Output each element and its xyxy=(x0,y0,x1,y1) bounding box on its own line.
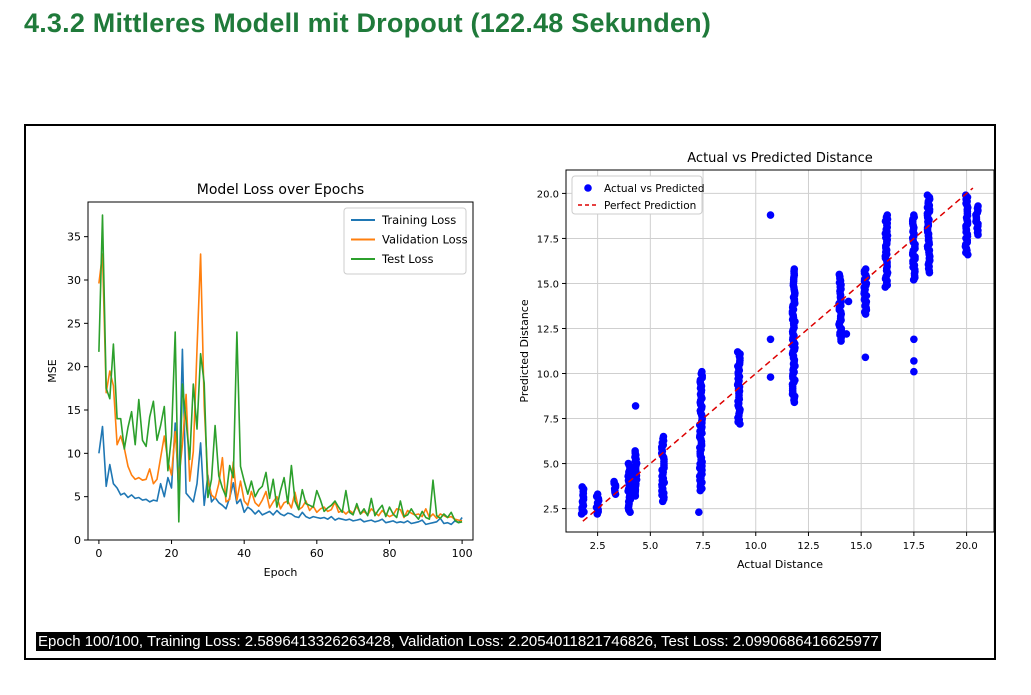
scatter-point xyxy=(790,265,799,273)
scatter-point xyxy=(631,402,640,410)
scatter-point xyxy=(631,447,639,455)
legend-box xyxy=(343,207,467,275)
scatter-point xyxy=(861,353,870,362)
y-tick-label: 15.0 xyxy=(537,279,559,290)
x-tick-label: 40 xyxy=(237,547,251,560)
x-tick-label: 7.5 xyxy=(695,541,711,552)
scatter-point xyxy=(910,357,918,365)
loss-chart: 0 20 40 60 80 100 0 5 10 15 20 25 30 35 Model Loss ove… xyxy=(46,182,474,579)
scatter-point xyxy=(910,211,918,219)
y-tick-label: 10.0 xyxy=(537,370,559,381)
x-tick-label: 60 xyxy=(310,547,324,560)
scatter-point xyxy=(578,483,587,491)
scatter-point xyxy=(610,477,618,486)
y-tick-label: 12.5 xyxy=(537,324,559,335)
plot-area-border xyxy=(87,201,474,541)
y-tick-label: 0 xyxy=(74,534,81,547)
scatter-point xyxy=(659,432,668,441)
scatter-point xyxy=(961,191,970,200)
legend-box xyxy=(571,175,703,215)
y-tick-label: 15 xyxy=(67,404,81,417)
y-tick-label: 17.5 xyxy=(537,234,559,245)
legend-label: Test Loss xyxy=(381,252,434,266)
scatter-point xyxy=(842,330,851,338)
y-tick-label: 10 xyxy=(67,447,81,460)
scatter-point xyxy=(766,211,775,219)
y-tick-label: 7.5 xyxy=(543,415,559,426)
scatter-point xyxy=(910,367,918,376)
scatter-point xyxy=(624,459,633,468)
perfect-prediction-line xyxy=(582,187,974,522)
scatter-point xyxy=(593,490,602,498)
x-tick-label: 2.5 xyxy=(590,541,606,552)
scatter-point xyxy=(835,270,844,279)
x-tick-label: 5.0 xyxy=(642,541,658,552)
scatter-point xyxy=(766,373,775,381)
legend-label: Perfect Prediction xyxy=(604,200,696,212)
series-line-validation-loss xyxy=(98,253,463,522)
y-tick-label: 20.0 xyxy=(537,189,559,200)
y-tick-label: 5.0 xyxy=(543,460,559,471)
y-tick-label: 2.5 xyxy=(543,505,559,516)
y-tick-label: 25 xyxy=(67,317,81,330)
y-tick-label: 35 xyxy=(67,231,81,244)
legend-label: Validation Loss xyxy=(382,233,468,247)
scatter-point xyxy=(698,367,706,376)
scatter-point xyxy=(861,265,870,273)
x-tick-label: 12.5 xyxy=(797,541,819,552)
x-tick-label: 20.0 xyxy=(955,541,977,552)
x-tick-label: 20 xyxy=(165,547,179,560)
x-axis-label: Epoch xyxy=(264,566,298,579)
section-heading: 4.3.2 Mittleres Modell mit Dropout (122.… xyxy=(24,8,712,38)
scatter-point xyxy=(695,508,703,516)
chart-title: Model Loss over Epochs xyxy=(197,182,364,198)
scatter-point xyxy=(883,211,892,219)
legend-label: Actual vs Predicted xyxy=(604,183,705,195)
x-tick-label: 100 xyxy=(452,547,473,560)
legend-swatch xyxy=(584,184,592,192)
scatter-point xyxy=(733,348,742,356)
x-tick-label: 15.0 xyxy=(850,541,872,552)
x-tick-label: 0 xyxy=(95,547,102,560)
x-tick-label: 80 xyxy=(382,547,396,560)
y-axis-label: MSE xyxy=(46,359,59,382)
scatter-point xyxy=(910,335,918,344)
scatter-point xyxy=(923,191,932,200)
chart-title: Actual vs Predicted Distance xyxy=(687,151,872,166)
series-line-training-loss xyxy=(98,348,463,526)
y-axis-label: Predicted Distance xyxy=(518,299,531,402)
y-tick-label: 5 xyxy=(74,491,81,504)
output-frame: 0 20 40 60 80 100 0 5 10 15 20 25 30 35 Model Loss ove… xyxy=(24,124,996,660)
plot-area-border xyxy=(565,169,995,533)
scatter-point xyxy=(974,202,982,210)
scatter-chart: 2.5 5.0 7.5 10.0 12.5 15.0 17.5 20.0 2.5 5.0 7.5 10… xyxy=(518,151,995,571)
training-status-line: Epoch 100/100, Training Loss: 2.58964133… xyxy=(36,632,881,651)
x-tick-label: 10.0 xyxy=(745,541,767,552)
legend-label: Training Loss xyxy=(381,213,456,227)
scatter-point xyxy=(844,297,853,306)
x-tick-label: 17.5 xyxy=(903,541,925,552)
y-tick-label: 20 xyxy=(67,361,81,374)
y-tick-label: 30 xyxy=(67,274,81,287)
series-line-test-loss xyxy=(98,214,463,524)
x-axis-label: Actual Distance xyxy=(737,558,823,571)
scatter-point xyxy=(766,335,775,344)
